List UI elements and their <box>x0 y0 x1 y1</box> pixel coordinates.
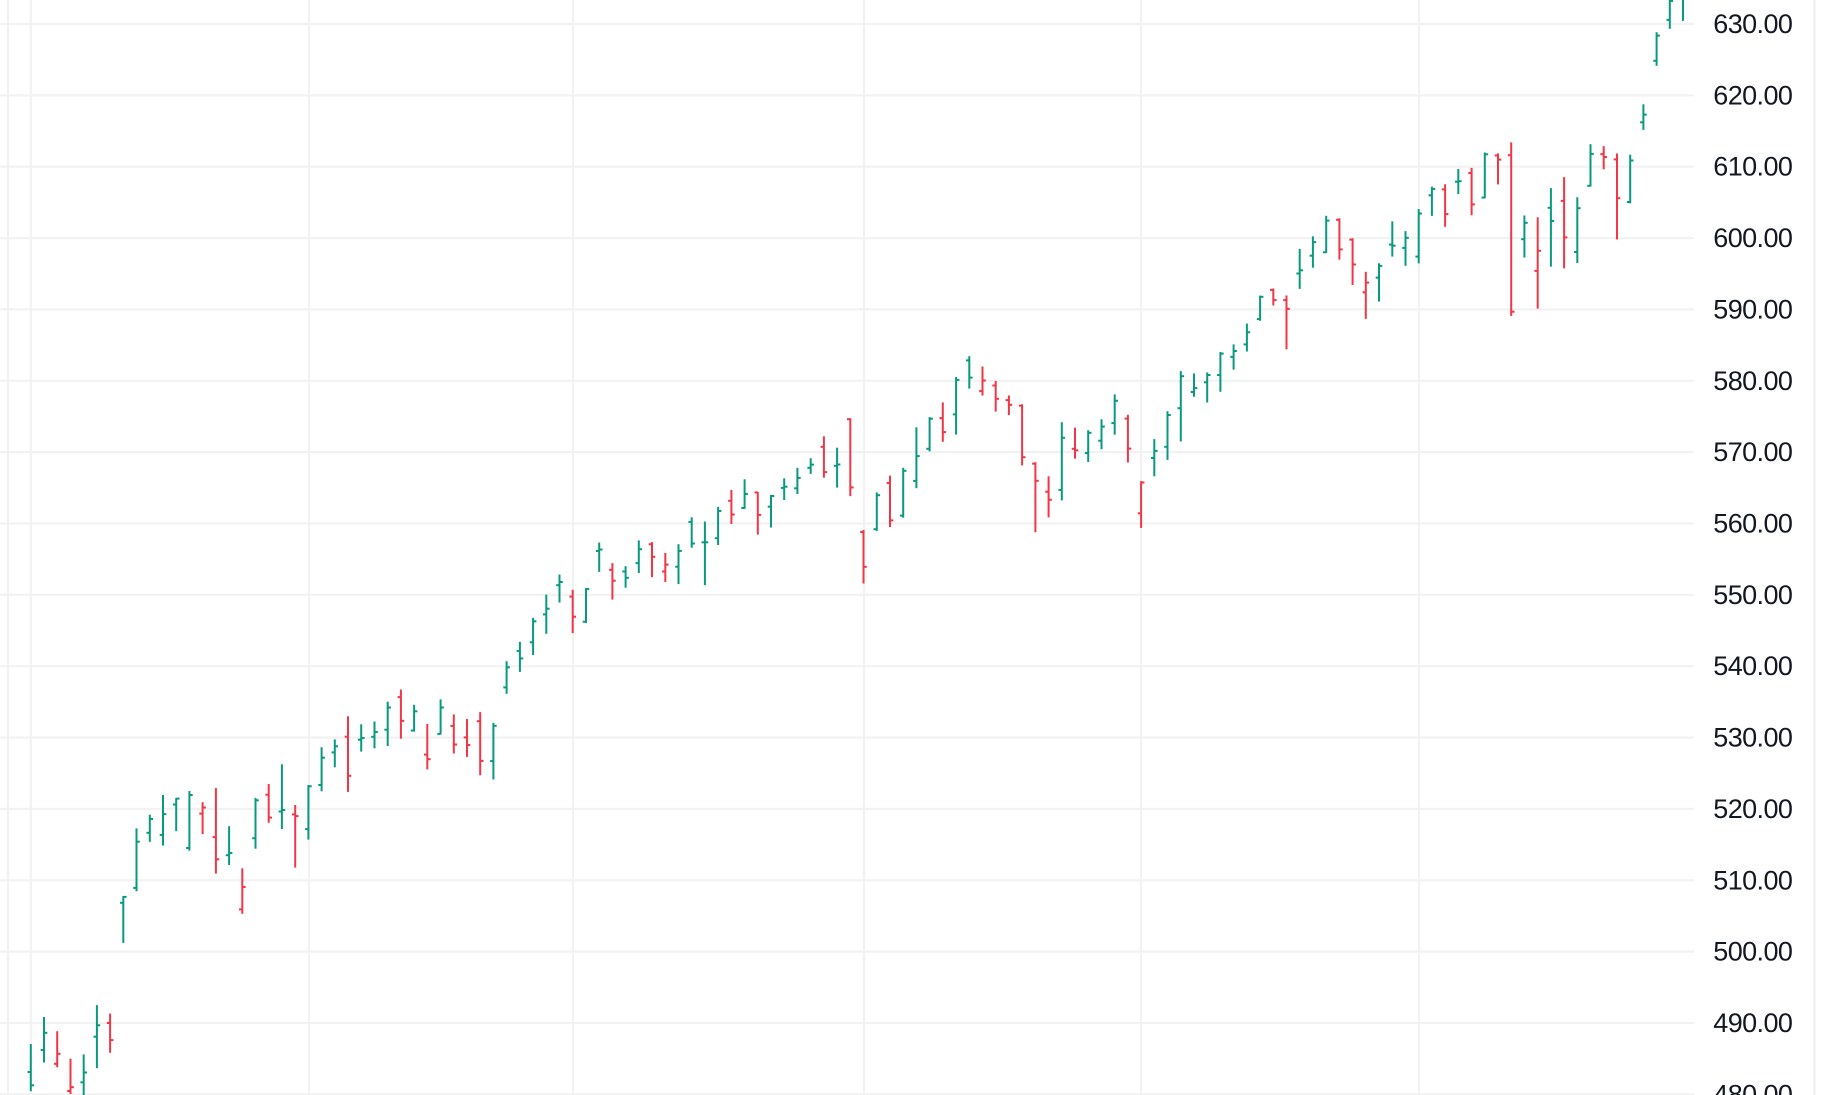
svg-text:590.00: 590.00 <box>1713 294 1792 324</box>
svg-text:620.00: 620.00 <box>1713 80 1792 110</box>
svg-text:490.00: 490.00 <box>1713 1008 1792 1038</box>
svg-text:510.00: 510.00 <box>1713 865 1792 895</box>
svg-text:610.00: 610.00 <box>1713 152 1792 182</box>
svg-text:630.00: 630.00 <box>1713 9 1792 39</box>
svg-text:540.00: 540.00 <box>1713 651 1792 681</box>
svg-text:520.00: 520.00 <box>1713 794 1792 824</box>
svg-text:560.00: 560.00 <box>1713 509 1792 539</box>
svg-text:580.00: 580.00 <box>1713 366 1792 396</box>
svg-text:550.00: 550.00 <box>1713 580 1792 610</box>
svg-text:570.00: 570.00 <box>1713 437 1792 467</box>
svg-text:480.00: 480.00 <box>1713 1079 1792 1095</box>
svg-text:600.00: 600.00 <box>1713 223 1792 253</box>
svg-text:500.00: 500.00 <box>1713 937 1792 967</box>
svg-text:530.00: 530.00 <box>1713 723 1792 753</box>
